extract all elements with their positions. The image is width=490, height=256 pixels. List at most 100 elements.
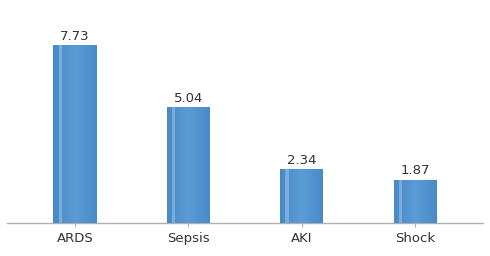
Bar xyxy=(318,169,319,223)
Bar xyxy=(169,107,170,223)
Bar xyxy=(86,45,87,223)
Bar xyxy=(435,180,436,223)
Bar xyxy=(204,107,205,223)
Bar xyxy=(420,180,421,223)
Bar xyxy=(301,169,302,223)
Bar xyxy=(66,45,67,223)
Bar xyxy=(319,169,320,223)
Text: 1.87: 1.87 xyxy=(400,164,430,177)
Bar xyxy=(193,107,194,223)
Bar xyxy=(64,45,65,223)
Bar xyxy=(80,45,81,223)
Bar xyxy=(429,180,430,223)
Bar xyxy=(425,180,426,223)
Bar xyxy=(57,45,58,223)
Bar xyxy=(296,169,297,223)
Bar xyxy=(190,107,191,223)
Bar xyxy=(196,107,197,223)
Bar xyxy=(205,107,206,223)
Bar xyxy=(84,45,85,223)
Bar xyxy=(56,45,57,223)
Bar xyxy=(398,180,399,223)
Bar xyxy=(63,45,64,223)
Bar xyxy=(79,45,80,223)
Bar xyxy=(177,107,178,223)
Bar xyxy=(434,180,435,223)
Bar xyxy=(197,107,198,223)
Bar xyxy=(170,107,171,223)
Bar xyxy=(198,107,199,223)
Bar xyxy=(58,45,59,223)
Bar xyxy=(423,180,424,223)
Bar xyxy=(293,169,294,223)
Bar xyxy=(207,107,208,223)
Bar xyxy=(92,45,93,223)
Bar xyxy=(88,45,89,223)
Bar xyxy=(308,169,309,223)
Bar xyxy=(285,169,286,223)
Bar xyxy=(201,107,202,223)
Bar xyxy=(297,169,298,223)
Bar xyxy=(422,180,423,223)
Bar xyxy=(89,45,90,223)
Bar xyxy=(284,169,285,223)
Bar xyxy=(303,169,304,223)
Bar xyxy=(430,180,431,223)
Bar xyxy=(95,45,96,223)
Bar xyxy=(292,169,293,223)
Bar xyxy=(307,169,308,223)
Bar xyxy=(296,169,297,223)
Bar xyxy=(282,169,283,223)
Bar xyxy=(409,180,410,223)
Bar xyxy=(309,169,310,223)
Bar xyxy=(312,169,313,223)
Bar xyxy=(78,45,79,223)
Bar xyxy=(178,107,179,223)
Bar xyxy=(429,180,430,223)
Bar xyxy=(409,180,410,223)
Bar xyxy=(55,45,56,223)
Bar xyxy=(208,107,209,223)
Bar xyxy=(313,169,314,223)
Bar xyxy=(66,45,67,223)
Bar xyxy=(182,107,183,223)
Bar xyxy=(78,45,79,223)
Bar xyxy=(394,180,395,223)
Bar xyxy=(187,107,188,223)
Bar xyxy=(85,45,86,223)
Bar xyxy=(299,169,300,223)
Bar xyxy=(316,169,317,223)
Bar xyxy=(319,169,320,223)
Bar xyxy=(290,169,291,223)
Bar xyxy=(174,107,175,223)
Bar xyxy=(185,107,186,223)
Bar xyxy=(427,180,428,223)
Bar xyxy=(54,45,55,223)
Bar xyxy=(53,45,54,223)
Bar xyxy=(400,180,401,223)
Bar xyxy=(179,107,180,223)
Bar xyxy=(287,169,288,223)
Bar xyxy=(174,107,175,223)
Bar xyxy=(302,169,303,223)
Bar xyxy=(417,180,418,223)
Bar xyxy=(184,107,185,223)
Bar xyxy=(288,169,289,223)
Bar xyxy=(413,180,414,223)
Bar xyxy=(189,107,190,223)
Bar xyxy=(320,169,321,223)
Bar xyxy=(418,180,419,223)
Bar xyxy=(426,180,427,223)
Bar xyxy=(283,169,284,223)
Bar xyxy=(93,45,94,223)
Bar xyxy=(81,45,82,223)
Bar xyxy=(173,107,174,223)
Bar xyxy=(307,169,308,223)
Bar xyxy=(285,169,289,223)
Bar xyxy=(395,180,396,223)
Bar xyxy=(168,107,169,223)
Bar xyxy=(416,180,417,223)
Bar xyxy=(289,169,290,223)
Bar xyxy=(287,169,288,223)
Bar xyxy=(412,180,413,223)
